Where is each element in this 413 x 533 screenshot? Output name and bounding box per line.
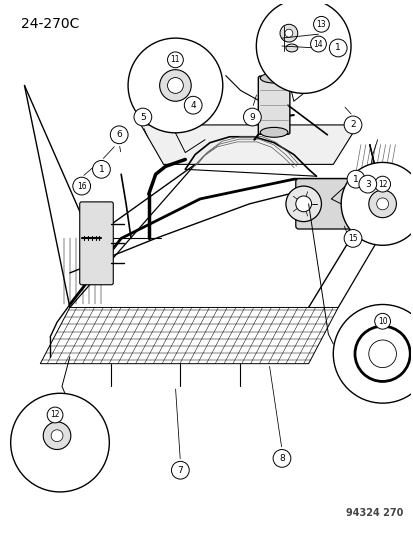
Circle shape [328, 39, 346, 57]
FancyBboxPatch shape [80, 202, 113, 285]
Circle shape [51, 430, 63, 442]
Text: 1: 1 [352, 175, 358, 184]
Ellipse shape [260, 127, 287, 138]
Circle shape [343, 116, 361, 134]
Circle shape [368, 190, 396, 217]
Circle shape [243, 108, 261, 126]
Text: 11: 11 [170, 55, 180, 64]
Text: 94324 270: 94324 270 [345, 507, 402, 518]
Circle shape [73, 177, 90, 195]
Circle shape [340, 163, 413, 245]
Circle shape [376, 198, 387, 210]
Text: 24-270C: 24-270C [21, 18, 79, 31]
Circle shape [279, 25, 297, 42]
Text: 13: 13 [316, 20, 325, 29]
Text: 9: 9 [249, 112, 255, 122]
Circle shape [374, 176, 389, 192]
Circle shape [167, 78, 183, 93]
Circle shape [284, 29, 292, 37]
Text: 16: 16 [77, 182, 86, 191]
Circle shape [43, 422, 71, 449]
Circle shape [134, 108, 152, 126]
Text: 12: 12 [377, 180, 387, 189]
Text: 14: 14 [313, 39, 323, 49]
FancyBboxPatch shape [295, 179, 360, 229]
Circle shape [295, 196, 311, 212]
Ellipse shape [285, 44, 297, 52]
Ellipse shape [260, 73, 287, 83]
Text: 2: 2 [349, 120, 355, 130]
Circle shape [159, 70, 191, 101]
Circle shape [346, 171, 364, 188]
Text: 15: 15 [347, 234, 357, 243]
Circle shape [184, 96, 202, 114]
Circle shape [313, 17, 328, 32]
Text: 10: 10 [377, 317, 387, 326]
Text: 6: 6 [116, 130, 122, 139]
Circle shape [285, 186, 320, 222]
Circle shape [167, 52, 183, 68]
Circle shape [358, 175, 376, 193]
Polygon shape [140, 125, 357, 164]
Circle shape [11, 393, 109, 492]
Circle shape [128, 38, 222, 133]
Circle shape [368, 340, 396, 368]
Text: 3: 3 [364, 180, 370, 189]
Text: 5: 5 [140, 112, 145, 122]
Circle shape [47, 407, 63, 423]
Circle shape [310, 36, 325, 52]
Circle shape [343, 230, 361, 247]
Circle shape [171, 462, 189, 479]
Circle shape [374, 313, 389, 329]
Text: 1: 1 [335, 44, 340, 52]
Text: 8: 8 [278, 454, 284, 463]
Circle shape [256, 0, 350, 93]
Circle shape [110, 126, 128, 144]
FancyBboxPatch shape [258, 76, 289, 134]
Text: 12: 12 [50, 410, 59, 419]
Circle shape [93, 160, 110, 178]
Text: 1: 1 [98, 165, 104, 174]
Text: 7: 7 [177, 466, 183, 475]
Circle shape [273, 449, 290, 467]
Text: 4: 4 [190, 101, 195, 110]
Circle shape [332, 304, 413, 403]
